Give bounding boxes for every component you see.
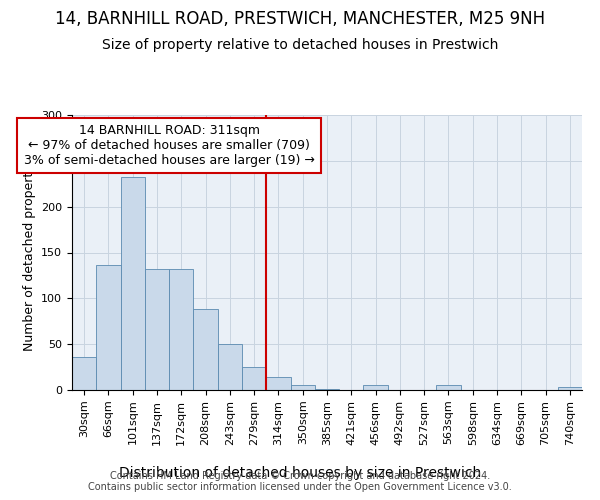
- Bar: [558, 387, 582, 390]
- Bar: [193, 310, 218, 390]
- Text: Distribution of detached houses by size in Prestwich: Distribution of detached houses by size …: [119, 466, 481, 480]
- Bar: [145, 269, 169, 390]
- Bar: [290, 384, 315, 390]
- Text: Contains HM Land Registry data © Crown copyright and database right 2024.
Contai: Contains HM Land Registry data © Crown c…: [88, 471, 512, 492]
- Bar: [218, 344, 242, 390]
- Text: Size of property relative to detached houses in Prestwich: Size of property relative to detached ho…: [102, 38, 498, 52]
- Bar: [72, 357, 96, 390]
- Bar: [364, 386, 388, 390]
- Bar: [436, 384, 461, 390]
- Text: 14 BARNHILL ROAD: 311sqm
← 97% of detached houses are smaller (709)
3% of semi-d: 14 BARNHILL ROAD: 311sqm ← 97% of detach…: [24, 124, 314, 167]
- Bar: [121, 178, 145, 390]
- Bar: [242, 367, 266, 390]
- Bar: [315, 389, 339, 390]
- Bar: [96, 266, 121, 390]
- Bar: [169, 269, 193, 390]
- Bar: [266, 377, 290, 390]
- Y-axis label: Number of detached properties: Number of detached properties: [23, 154, 35, 351]
- Text: 14, BARNHILL ROAD, PRESTWICH, MANCHESTER, M25 9NH: 14, BARNHILL ROAD, PRESTWICH, MANCHESTER…: [55, 10, 545, 28]
